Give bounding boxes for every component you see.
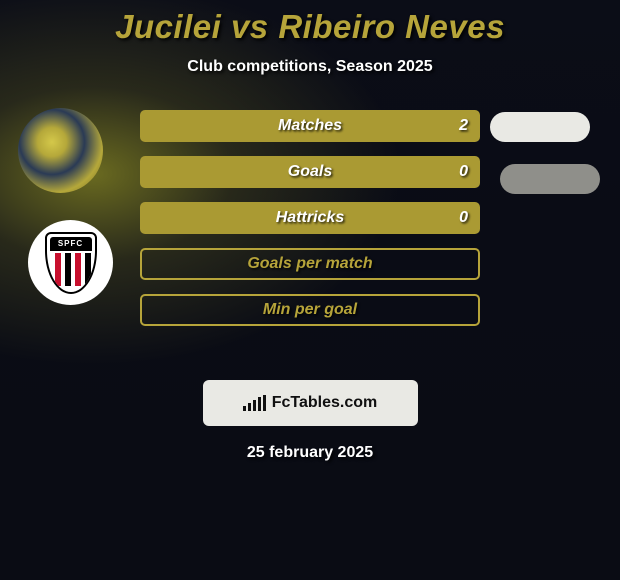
stat-row-matches: Matches 2 [140, 110, 480, 142]
comparison-pill [500, 164, 600, 194]
stat-value: 2 [459, 117, 468, 135]
stat-label: Min per goal [263, 301, 357, 319]
stat-label: Goals per match [247, 255, 372, 273]
stat-value: 0 [459, 209, 468, 227]
stat-label: Hattricks [276, 209, 344, 227]
stat-row-min-per-goal: Min per goal [140, 294, 480, 326]
stat-label: Goals [288, 163, 332, 181]
page-title: Jucilei vs Ribeiro Neves [0, 0, 620, 46]
club-avatar: SPFC [28, 220, 113, 305]
source-logo-text: FcTables.com [272, 394, 378, 412]
club-badge: SPFC [45, 232, 97, 294]
stat-row-goals: Goals 0 [140, 156, 480, 188]
source-logo: FcTables.com [203, 380, 418, 426]
stat-row-hattricks: Hattricks 0 [140, 202, 480, 234]
club-initials: SPFC [50, 237, 92, 251]
comparison-card: Jucilei vs Ribeiro Neves Club competitio… [0, 0, 620, 462]
date-caption: 25 february 2025 [0, 444, 620, 462]
subtitle: Club competitions, Season 2025 [0, 58, 620, 76]
stat-bars: Matches 2 Goals 0 Hattricks 0 Goals per … [140, 110, 480, 340]
comparison-pill [490, 112, 590, 142]
bar-chart-icon [243, 395, 266, 411]
stat-value: 0 [459, 163, 468, 181]
player-avatar [18, 108, 103, 193]
stat-row-goals-per-match: Goals per match [140, 248, 480, 280]
stats-area: SPFC Matches 2 Goals 0 H [0, 108, 620, 368]
stat-label: Matches [278, 117, 342, 135]
